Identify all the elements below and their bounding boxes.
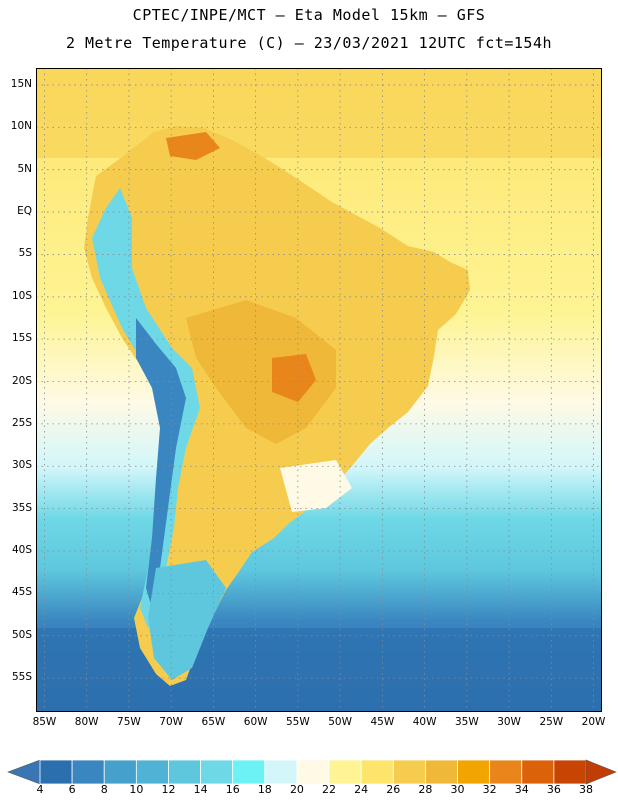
colorbar-label: 12 (161, 783, 176, 796)
lon-label: 45W (370, 716, 395, 728)
lon-label: 55W (286, 716, 310, 728)
lon-label: 70W (159, 716, 184, 728)
map-frame (36, 68, 602, 712)
colorbar-cell (39, 759, 73, 785)
lat-label: 10S (11, 289, 32, 302)
continent-interior-warm (186, 300, 336, 444)
colorbar-label: 28 (418, 783, 433, 796)
temperature-map (36, 68, 602, 712)
colorbar-cell (200, 759, 234, 785)
colorbar-label: 34 (514, 783, 529, 796)
colorbar-label: 16 (225, 783, 240, 796)
colorbar-cell (521, 759, 555, 785)
lat-label: 55S (11, 671, 32, 684)
colorbar-label: 36 (546, 783, 561, 796)
patagonia-cool (148, 560, 226, 680)
colorbar-cell (489, 759, 523, 785)
colorbar-cell (264, 759, 298, 785)
colorbar-label: 26 (386, 783, 401, 796)
colorbar-label: 4 (36, 783, 44, 796)
lat-label: 35S (11, 501, 32, 514)
colorbar-label: 24 (354, 783, 369, 796)
lon-label: 50W (328, 716, 352, 728)
colorbar-label: 38 (579, 783, 593, 796)
andes-cool-strip (92, 188, 200, 628)
lon-label: 40W (412, 716, 437, 728)
colorbar-cell (553, 759, 587, 785)
colorbar-cell (71, 759, 105, 785)
colorbar-label: 6 (68, 783, 76, 796)
colorbar-cell (425, 759, 458, 785)
lat-label: 20S (11, 374, 32, 387)
lat-label: 40S (11, 544, 32, 556)
colorbar-label: 32 (482, 783, 497, 796)
ocean-warm-band (36, 68, 602, 158)
lat-label: EQ (17, 205, 32, 218)
colorbar-cell (457, 759, 491, 785)
colorbar-max-arrow (585, 759, 617, 785)
lon-label: 35W (454, 716, 479, 728)
colorbar-cell (360, 759, 394, 785)
lat-label: 50S (11, 628, 32, 641)
lon-label: 85W (32, 716, 57, 728)
lon-label: 65W (201, 716, 226, 728)
colorbar-cell (392, 759, 426, 785)
lon-label: 20W (581, 716, 606, 728)
chart-subtitle: 2 Metre Temperature (C) – 23/03/2021 12U… (65, 34, 553, 52)
colorbar-label: 30 (450, 783, 465, 796)
lat-label: 5N (17, 162, 32, 175)
colorbar-label: 10 (129, 783, 144, 796)
lon-label: 60W (243, 716, 268, 728)
colorbar-label: 14 (193, 783, 208, 796)
lat-label: 30S (11, 459, 32, 472)
lat-label: 25S (11, 416, 32, 429)
lon-label: 75W (117, 716, 141, 728)
chart-title: CPTEC/INPE/MCT – Eta Model 15km – GFS (132, 6, 486, 24)
south-coast-mild (280, 460, 352, 512)
colorbar-cell (232, 759, 266, 785)
colorbar-label: 22 (322, 783, 337, 796)
andes-cold-core (136, 318, 186, 608)
lat-lon-grid (36, 68, 602, 712)
colorbar-label: 18 (257, 783, 272, 796)
lon-label: 80W (74, 716, 99, 728)
colorbar-cell (168, 759, 201, 785)
colorbar-cell (296, 759, 330, 785)
hotspot-venezuela (166, 132, 220, 160)
colorbar-cell (328, 759, 362, 785)
lat-label: 15S (11, 332, 32, 345)
colorbar-label: 20 (289, 783, 304, 796)
lat-label: 45S (11, 586, 32, 599)
colorbar-label: 8 (100, 783, 108, 796)
hotspot-paraguay (272, 354, 316, 402)
ocean-cold-band (36, 628, 602, 712)
colorbar (7, 759, 617, 785)
lat-label: 5S (18, 247, 32, 260)
lon-label: 25W (539, 716, 564, 728)
lon-label: 30W (497, 716, 521, 728)
lat-label: 15N (10, 77, 32, 90)
lat-label: 10N (10, 120, 32, 133)
colorbar-min-arrow (7, 759, 41, 785)
colorbar-cell (103, 759, 137, 785)
map-canvas (36, 68, 602, 712)
colorbar-cell (135, 759, 169, 785)
